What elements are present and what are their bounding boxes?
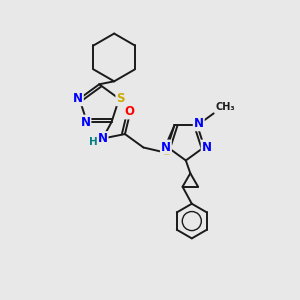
Text: CH₃: CH₃ (215, 102, 235, 112)
Text: S: S (162, 146, 171, 158)
Text: N: N (202, 140, 212, 154)
Text: N: N (73, 92, 83, 105)
Text: S: S (116, 92, 125, 105)
Text: N: N (161, 140, 171, 154)
Text: H: H (89, 136, 98, 146)
Text: O: O (124, 106, 134, 118)
Text: N: N (80, 116, 91, 129)
Text: N: N (194, 117, 204, 130)
Text: N: N (98, 132, 108, 145)
